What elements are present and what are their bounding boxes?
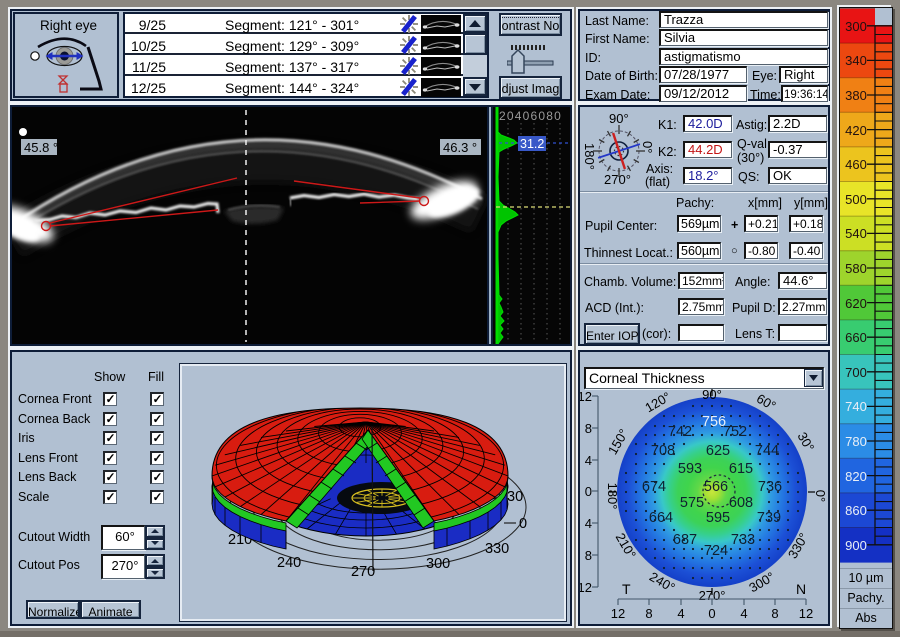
svg-text:500: 500: [845, 192, 867, 207]
svg-text:708: 708: [651, 443, 675, 459]
svg-text:540: 540: [845, 226, 867, 241]
svg-text:687: 687: [673, 532, 697, 548]
svg-text:30°: 30°: [794, 429, 817, 454]
svg-text:8: 8: [585, 421, 592, 436]
svg-text:300: 300: [426, 556, 450, 572]
svg-text:12: 12: [580, 580, 592, 595]
svg-text:4: 4: [585, 516, 592, 531]
svg-text:733: 733: [731, 532, 755, 548]
svg-text:0: 0: [708, 606, 715, 621]
svg-text:30: 30: [507, 489, 523, 505]
svg-text:8: 8: [771, 606, 778, 621]
svg-text:860: 860: [845, 503, 867, 518]
svg-text:593: 593: [678, 461, 702, 477]
svg-text:742: 742: [668, 424, 692, 440]
svg-text:20406080: 20406080: [499, 109, 562, 123]
svg-text:46.3 °: 46.3 °: [443, 140, 477, 155]
svg-text:740: 740: [845, 399, 867, 414]
svg-text:12: 12: [611, 606, 625, 621]
svg-text:31.2: 31.2: [520, 137, 544, 151]
svg-text:700: 700: [845, 365, 867, 380]
svg-text:12: 12: [799, 606, 813, 621]
svg-text:575: 575: [680, 495, 704, 511]
svg-text:270: 270: [351, 564, 375, 580]
svg-text:N: N: [796, 581, 806, 597]
svg-text:744: 744: [755, 443, 779, 459]
svg-text:330: 330: [485, 541, 509, 557]
svg-text:380: 380: [845, 88, 867, 103]
svg-text:724: 724: [704, 543, 728, 559]
svg-text:674: 674: [642, 479, 666, 495]
svg-text:4: 4: [585, 453, 592, 468]
svg-text:664: 664: [649, 510, 673, 526]
svg-text:45.8 °: 45.8 °: [24, 140, 58, 155]
svg-text:660: 660: [845, 330, 867, 345]
svg-text:752: 752: [723, 424, 747, 440]
svg-text:8: 8: [645, 606, 652, 621]
svg-text:566: 566: [704, 479, 728, 495]
svg-text:736: 736: [758, 479, 782, 495]
svg-text:300: 300: [845, 19, 867, 34]
svg-text:615: 615: [729, 461, 753, 477]
svg-text:756: 756: [702, 414, 726, 430]
svg-text:620: 620: [845, 296, 867, 311]
svg-text:12: 12: [580, 389, 592, 404]
svg-text:0: 0: [585, 484, 592, 499]
svg-text:180°: 180°: [605, 483, 620, 510]
svg-text:608: 608: [729, 495, 753, 511]
svg-text:580: 580: [845, 261, 867, 276]
svg-text:8: 8: [585, 548, 592, 563]
svg-text:460: 460: [845, 157, 867, 172]
svg-text:4: 4: [740, 606, 747, 621]
svg-text:900: 900: [845, 538, 867, 553]
svg-text:780: 780: [845, 434, 867, 449]
svg-text:820: 820: [845, 469, 867, 484]
svg-text:0°: 0°: [813, 490, 828, 502]
svg-text:180°: 180°: [582, 143, 597, 170]
svg-text:0°: 0°: [640, 141, 655, 153]
svg-text:340: 340: [845, 53, 867, 68]
svg-text:240: 240: [277, 555, 301, 571]
svg-text:T: T: [622, 581, 631, 597]
svg-text:0: 0: [519, 516, 527, 532]
svg-text:420: 420: [845, 123, 867, 138]
svg-text:90°: 90°: [609, 111, 629, 126]
svg-text:739: 739: [757, 510, 781, 526]
svg-text:4: 4: [677, 606, 684, 621]
svg-text:270°: 270°: [604, 172, 631, 187]
svg-text:595: 595: [706, 510, 730, 526]
svg-text:625: 625: [706, 443, 730, 459]
